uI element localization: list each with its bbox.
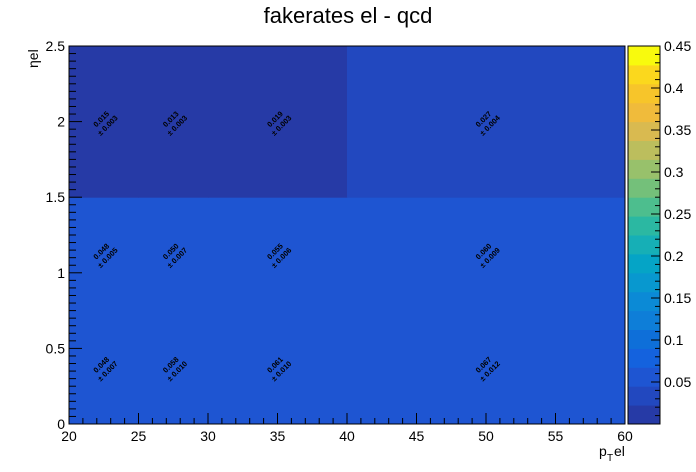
x-tick-label: 40 [339,428,355,444]
color-scale-band [628,197,660,217]
heatmap-cell [138,197,209,312]
color-scale-band [628,235,660,255]
z-tick-label: 0.3 [664,164,684,180]
x-tick-label: 35 [270,428,286,444]
y-tick-label: 2 [57,114,65,130]
svg-text:T: T [607,453,613,464]
y-tick-label: 0 [57,416,65,432]
heatmap-cell [69,197,139,312]
svg-text:el: el [614,443,625,459]
z-tick-label: 0.05 [664,374,691,390]
y-axis: 0 0.5 1 1.5 2 2.5 [46,38,82,432]
color-scale-band [628,102,660,123]
x-tick-label: 50 [478,428,494,444]
color-scale-band [628,348,660,368]
color-scale-band [628,159,660,179]
heatmap-cell [208,310,348,425]
x-tick-label: 30 [200,428,216,444]
x-tick-label: 55 [548,428,564,444]
color-scale-band [628,329,660,349]
color-scale-bar [627,45,661,425]
heatmap-cell [69,310,139,425]
color-scale-band [628,83,660,104]
color-scale-band [628,140,660,160]
x-tick-label: 20 [61,428,77,444]
x-tick-label: 60 [617,428,633,444]
color-scale-band [628,405,660,425]
y-axis-title: ηel [25,49,41,68]
color-scale-band [628,291,660,312]
heatmap-cell [208,46,348,198]
heatmap-cells [69,46,626,425]
z-tick-label: 0.2 [664,248,684,264]
color-scale-band [628,121,660,141]
svg-text:p: p [599,443,607,459]
color-scale-band [628,310,660,330]
color-scale-axis: 0.05 0.1 0.15 0.2 0.25 0.3 0.35 0.4 0.45 [651,38,691,425]
heatmap-cell [347,46,626,198]
color-scale-band [628,253,660,274]
z-tick-label: 0.4 [664,80,684,96]
y-tick-label: 1.5 [46,189,66,205]
color-scale-band [628,272,660,293]
x-axis-title: p T el [599,443,625,464]
x-tick-label: 25 [131,428,147,444]
z-tick-label: 0.15 [664,290,691,306]
y-tick-label: 0.5 [46,340,66,356]
chart-title: fakerates el - qcd [264,3,433,28]
x-tick-label: 45 [409,428,425,444]
color-scale-band [628,367,660,387]
color-scale-band [628,178,660,198]
heatmap-cell [347,310,626,425]
z-tick-label: 0.45 [664,38,691,54]
heatmap-cell [138,46,209,198]
z-tick-label: 0.25 [664,206,691,222]
x-axis: 20 25 30 35 40 45 50 55 60 [61,413,633,444]
color-scale-frame [627,45,661,425]
color-scale-band [628,64,660,85]
color-scale-band [628,386,660,406]
y-tick-label: 1 [57,265,65,281]
color-scale-band [628,216,660,236]
z-tick-label: 0.35 [664,122,691,138]
heatmap-cell [208,197,348,312]
heatmap-cell [138,310,209,425]
y-tick-label: 2.5 [46,38,66,54]
color-scale-band [628,46,660,66]
z-tick-label: 0.1 [664,332,684,348]
heatmap-cell [347,197,626,312]
